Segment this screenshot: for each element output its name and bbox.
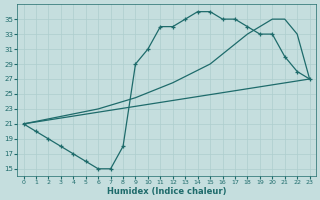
X-axis label: Humidex (Indice chaleur): Humidex (Indice chaleur) bbox=[107, 187, 226, 196]
